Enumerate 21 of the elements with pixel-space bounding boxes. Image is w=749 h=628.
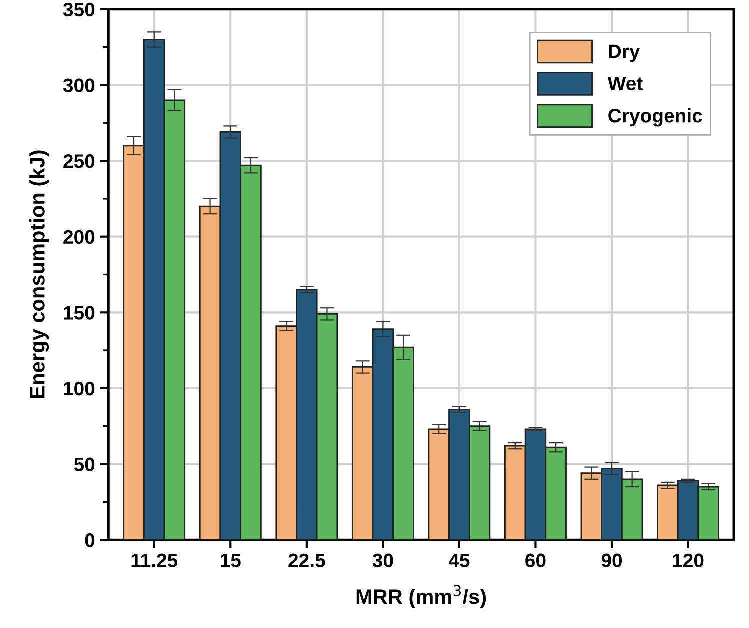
x-axis-title: MRR (mm$^{3}$/s) [356,585,486,608]
legend-label: Cryogenic [608,108,702,127]
y-tick-label: 0 [85,534,95,548]
x-tick-label: 30 [372,554,394,568]
y-tick-label: 250 [64,154,95,168]
legend-label: Dry [609,44,640,62]
x-tick-label: 120 [673,554,704,568]
y-tick-label: 150 [64,306,95,320]
x-tick-label: 22.5 [288,554,326,568]
x-tick-label: 90 [602,554,622,568]
x-tick-label: 15 [221,554,241,568]
y-tick-label: 100 [64,382,95,396]
y-tick-label: 300 [63,78,95,92]
y-tick-label: 50 [74,458,95,472]
y-tick-label: 200 [64,230,95,244]
legend-label: Wet [608,77,643,91]
x-tick-label: 11.25 [132,554,178,568]
y-axis-title: Energy consumption (kJ) [30,150,50,398]
x-tick-label: 60 [526,554,546,568]
y-tick-label: 350 [63,2,95,17]
x-tick-label: 45 [448,554,470,568]
